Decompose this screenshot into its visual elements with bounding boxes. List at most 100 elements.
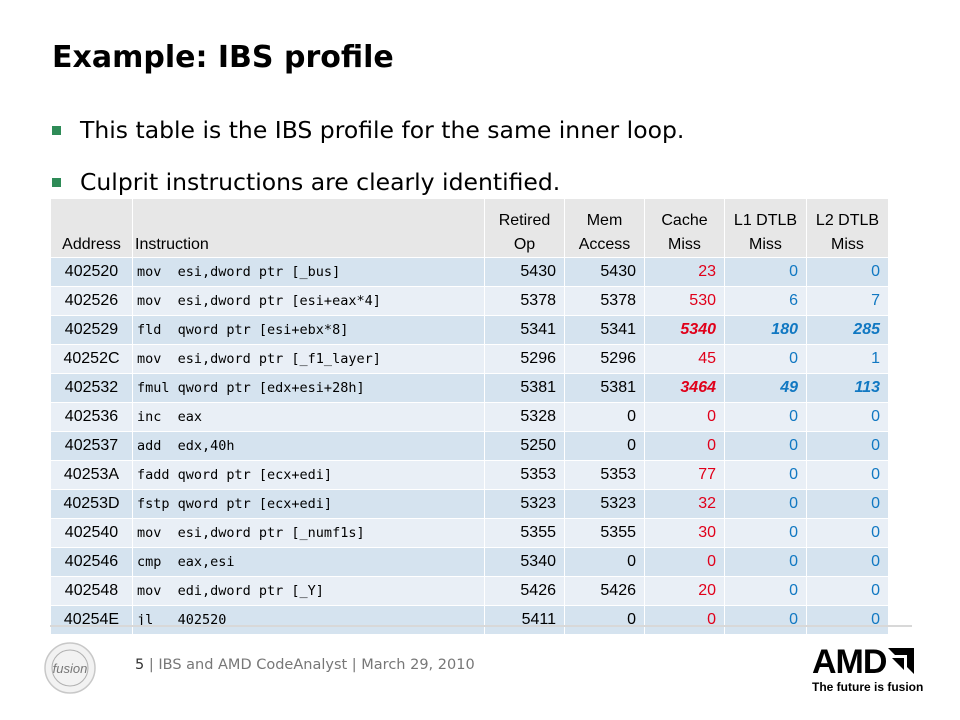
l1-dtlb-miss-cell: 0 [724, 518, 807, 548]
instruction-cell: mov edi,dword ptr [_Y] [132, 576, 485, 606]
amd-arrow-icon [888, 648, 915, 674]
mem-access-cell: 0 [564, 547, 645, 577]
retired-op-cell: 5341 [484, 315, 565, 345]
instruction-cell: mov esi,dword ptr [_bus] [132, 257, 485, 287]
address-cell: 402529 [50, 315, 133, 345]
column-header: L1 DTLB Miss [724, 198, 807, 258]
l1-dtlb-miss-cell: 6 [724, 286, 807, 316]
l2-dtlb-miss-cell: 113 [806, 373, 889, 403]
l2-dtlb-miss-cell: 0 [806, 460, 889, 490]
l1-dtlb-miss-cell: 0 [724, 576, 807, 606]
mem-access-cell: 5341 [564, 315, 645, 345]
cache-miss-cell: 32 [644, 489, 725, 519]
footer-caption: IBS and AMD CodeAnalyst | March 29, 2010 [158, 657, 475, 673]
retired-op-cell: 5296 [484, 344, 565, 374]
l1-dtlb-miss-cell: 180 [724, 315, 807, 345]
cache-miss-cell: 5340 [644, 315, 725, 345]
instruction-cell: mov esi,dword ptr [_f1_layer] [132, 344, 485, 374]
table-row: 40252C mov esi,dword ptr [_f1_layer] 5296 5… [50, 344, 889, 374]
footer-text: 5 | IBS and AMD CodeAnalyst | March 29, … [135, 657, 475, 673]
mem-access-cell: 5296 [564, 344, 645, 374]
footer-divider [50, 625, 912, 627]
l2-dtlb-miss-cell: 0 [806, 605, 889, 635]
cache-miss-cell: 23 [644, 257, 725, 287]
l1-dtlb-miss-cell: 0 [724, 547, 807, 577]
l2-dtlb-miss-cell: 1 [806, 344, 889, 374]
retired-op-cell: 5378 [484, 286, 565, 316]
l2-dtlb-miss-cell: 0 [806, 489, 889, 519]
mem-access-cell: 5378 [564, 286, 645, 316]
l1-dtlb-miss-cell: 0 [724, 605, 807, 635]
instruction-cell: fadd qword ptr [ecx+edi] [132, 460, 485, 490]
amd-logo: AMD The future is fusion [812, 644, 923, 694]
retired-op-cell: 5250 [484, 431, 565, 461]
address-cell: 402546 [50, 547, 133, 577]
address-cell: 402540 [50, 518, 133, 548]
bullet-item: Culprit instructions are clearly identif… [52, 164, 684, 216]
address-cell: 40253D [50, 489, 133, 519]
column-header: Mem Access [564, 198, 645, 258]
cache-miss-cell: 0 [644, 605, 725, 635]
column-header: Address [50, 198, 133, 258]
table-row: 402529 fld qword ptr [esi+ebx*8] 5341 5341 5… [50, 315, 889, 345]
l2-dtlb-miss-cell: 0 [806, 576, 889, 606]
bullet-item: This table is the IBS profile for the sa… [52, 112, 684, 164]
l1-dtlb-miss-cell: 0 [724, 489, 807, 519]
l1-dtlb-miss-cell: 0 [724, 460, 807, 490]
address-cell: 40253A [50, 460, 133, 490]
ibs-profile-table: Address Instruction Retired Op Mem Access Cach… [50, 198, 889, 635]
address-cell: 402548 [50, 576, 133, 606]
instruction-cell: fld qword ptr [esi+ebx*8] [132, 315, 485, 345]
address-cell: 40254E [50, 605, 133, 635]
retired-op-cell: 5328 [484, 402, 565, 432]
l2-dtlb-miss-cell: 7 [806, 286, 889, 316]
instruction-cell: jl 402520 [132, 605, 485, 635]
retired-op-cell: 5430 [484, 257, 565, 287]
cache-miss-cell: 0 [644, 431, 725, 461]
instruction-cell: mov esi,dword ptr [_numf1s] [132, 518, 485, 548]
svg-text:fusion: fusion [53, 661, 88, 676]
cache-miss-cell: 0 [644, 547, 725, 577]
retired-op-cell: 5355 [484, 518, 565, 548]
bullet-square-icon [52, 178, 61, 187]
table-row: 402526 mov esi,dword ptr [esi+eax*4] 5378 5… [50, 286, 889, 316]
mem-access-cell: 0 [564, 605, 645, 635]
cache-miss-cell: 30 [644, 518, 725, 548]
instruction-cell: cmp eax,esi [132, 547, 485, 577]
cache-miss-cell: 3464 [644, 373, 725, 403]
cache-miss-cell: 20 [644, 576, 725, 606]
cache-miss-cell: 0 [644, 402, 725, 432]
instruction-cell: inc eax [132, 402, 485, 432]
cache-miss-cell: 45 [644, 344, 725, 374]
cache-miss-cell: 530 [644, 286, 725, 316]
amd-wordmark: AMD [812, 643, 887, 681]
address-cell: 402520 [50, 257, 133, 287]
retired-op-cell: 5353 [484, 460, 565, 490]
retired-op-cell: 5411 [484, 605, 565, 635]
address-cell: 402532 [50, 373, 133, 403]
l2-dtlb-miss-cell: 0 [806, 431, 889, 461]
l2-dtlb-miss-cell: 0 [806, 547, 889, 577]
mem-access-cell: 5430 [564, 257, 645, 287]
l1-dtlb-miss-cell: 0 [724, 257, 807, 287]
mem-access-cell: 5323 [564, 489, 645, 519]
table-row: 402532 fmul qword ptr [edx+esi+28h] 5381 53… [50, 373, 889, 403]
mem-access-cell: 5353 [564, 460, 645, 490]
column-header: Instruction [132, 198, 485, 258]
address-cell: 402537 [50, 431, 133, 461]
mem-access-cell: 0 [564, 402, 645, 432]
mem-access-cell: 5426 [564, 576, 645, 606]
table-row: 402520 mov esi,dword ptr [_bus] 5430 5430 23… [50, 257, 889, 287]
fusion-logo-icon: fusion [44, 642, 96, 694]
instruction-cell: fmul qword ptr [edx+esi+28h] [132, 373, 485, 403]
amd-tagline: The future is fusion [812, 680, 924, 694]
address-cell: 40252C [50, 344, 133, 374]
table-row: 40253A fadd qword ptr [ecx+edi] 5353 5353 77… [50, 460, 889, 490]
l2-dtlb-miss-cell: 0 [806, 518, 889, 548]
table-row: 40254E jl 402520 5411 0 0 0 0 [50, 605, 889, 635]
table-row: 402546 cmp eax,esi 5340 0 0 0 0 [50, 547, 889, 577]
l2-dtlb-miss-cell: 0 [806, 402, 889, 432]
l1-dtlb-miss-cell: 0 [724, 402, 807, 432]
table-row: 402540 mov esi,dword ptr [_numf1s] 5355 535… [50, 518, 889, 548]
page-number: 5 [135, 657, 145, 673]
